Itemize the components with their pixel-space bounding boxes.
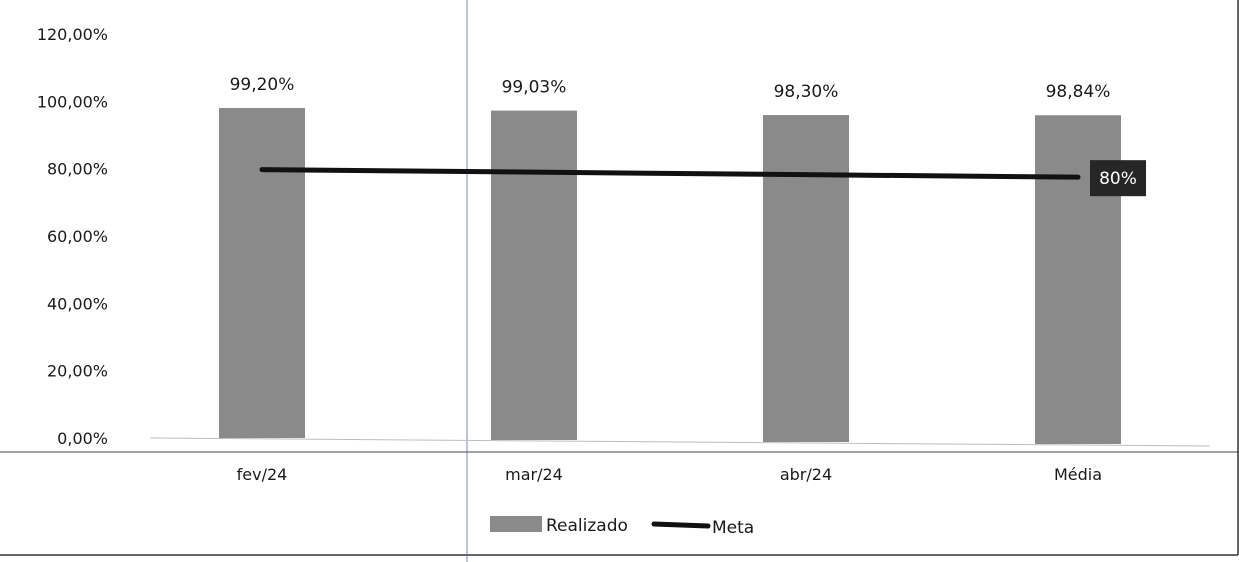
y-tick-label: 20,00% <box>47 362 108 381</box>
x-tick-label: mar/24 <box>505 465 563 484</box>
bar-value-label: 98,30% <box>774 82 839 102</box>
bar-value-label: 99,03% <box>502 78 567 98</box>
y-tick-label: 80,00% <box>47 160 108 179</box>
meta-line <box>259 167 1081 180</box>
legend-swatch-meta <box>651 521 711 529</box>
y-tick-label: 60,00% <box>47 227 108 246</box>
bar-realizado <box>763 115 849 442</box>
y-tick-label: 100,00% <box>37 92 108 111</box>
bar-value-label: 98,84% <box>1046 82 1111 102</box>
meta-end-label-box <box>1090 160 1146 197</box>
bar-realizado <box>491 110 577 440</box>
meta-end-label: 80% <box>1099 169 1137 189</box>
bar-value-label: 99,20% <box>230 75 295 95</box>
x-tick-label: abr/24 <box>780 465 832 484</box>
legend-swatch-realizado <box>490 516 542 532</box>
y-tick-label: 120,00% <box>37 25 108 44</box>
y-tick-label: 0,00% <box>57 429 108 448</box>
bar-realizado <box>219 108 305 438</box>
legend-label-realizado: Realizado <box>546 516 628 536</box>
legend-label-meta: Meta <box>712 518 754 538</box>
x-axis-line <box>149 437 1211 447</box>
y-tick-label: 40,00% <box>47 294 108 313</box>
x-tick-label: Média <box>1054 465 1102 484</box>
x-tick-label: fev/24 <box>237 465 288 484</box>
